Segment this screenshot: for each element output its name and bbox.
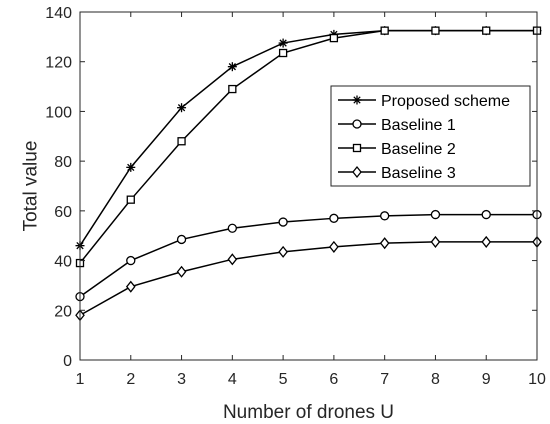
data-point	[126, 195, 135, 204]
data-point	[482, 26, 491, 35]
data-point	[329, 33, 339, 43]
legend-entry: Baseline 2	[338, 141, 456, 158]
y-tick-label: 20	[54, 303, 72, 320]
x-tick-label: 9	[482, 371, 491, 388]
y-axis-label: Total value	[21, 141, 42, 232]
x-tick-label: 2	[126, 371, 135, 388]
y-tick-label: 140	[45, 5, 72, 22]
legend-marker	[352, 143, 362, 153]
y-tick-label: 80	[54, 154, 72, 171]
y-tick-label: 40	[54, 254, 72, 271]
legend-marker	[352, 95, 362, 105]
legend-entry: Proposed scheme	[338, 93, 510, 110]
x-tick-label: 7	[380, 371, 389, 388]
data-point	[278, 217, 288, 227]
data-point	[176, 234, 187, 245]
data-point	[380, 211, 390, 221]
series-line	[79, 241, 537, 316]
data-point	[278, 48, 288, 58]
data-point	[431, 26, 440, 35]
series-baseline-2	[75, 26, 542, 268]
data-point	[379, 237, 390, 250]
x-tick-label: 10	[528, 371, 546, 388]
legend-entry: Baseline 3	[338, 165, 456, 182]
data-point	[125, 280, 136, 293]
data-point	[227, 253, 238, 266]
y-tick-label: 100	[45, 104, 72, 121]
data-point	[228, 84, 237, 94]
data-point	[430, 235, 441, 248]
legend-label: Proposed scheme	[381, 93, 510, 110]
data-point	[329, 240, 339, 253]
data-point	[177, 103, 187, 113]
data-point	[126, 255, 136, 266]
data-point	[329, 213, 339, 223]
legend-marker	[352, 119, 362, 129]
data-point	[278, 245, 288, 258]
data-point	[481, 209, 491, 220]
data-point	[177, 137, 186, 146]
legend-entry: Baseline 1	[338, 117, 456, 134]
x-tick-label: 6	[329, 371, 338, 388]
y-tick-label: 0	[63, 353, 72, 370]
legend-marker	[352, 165, 362, 179]
series-line	[79, 213, 537, 298]
x-tick-label: 4	[228, 371, 237, 388]
x-axis-label: Number of drones U	[223, 402, 394, 423]
x-tick-label: 5	[279, 371, 288, 388]
data-point	[227, 62, 237, 72]
data-point	[176, 265, 187, 278]
legend-box	[330, 85, 531, 187]
data-point	[278, 38, 288, 48]
y-tick-label: 120	[45, 55, 72, 72]
legend-label: Baseline 3	[381, 165, 456, 182]
data-point	[126, 162, 136, 172]
data-point	[380, 26, 389, 35]
x-tick-label: 1	[76, 371, 85, 388]
data-point	[227, 223, 237, 233]
legend-label: Baseline 2	[381, 141, 456, 158]
x-tick-label: 3	[177, 371, 186, 388]
data-point	[430, 209, 441, 220]
data-point	[481, 235, 492, 248]
legend-label: Baseline 1	[381, 117, 456, 134]
legend: Proposed scheme Baseline 1 Baseline 2 Basel…	[330, 85, 531, 187]
series-line	[79, 29, 537, 264]
x-tick-label: 8	[431, 371, 440, 388]
y-tick-label: 60	[54, 204, 72, 221]
